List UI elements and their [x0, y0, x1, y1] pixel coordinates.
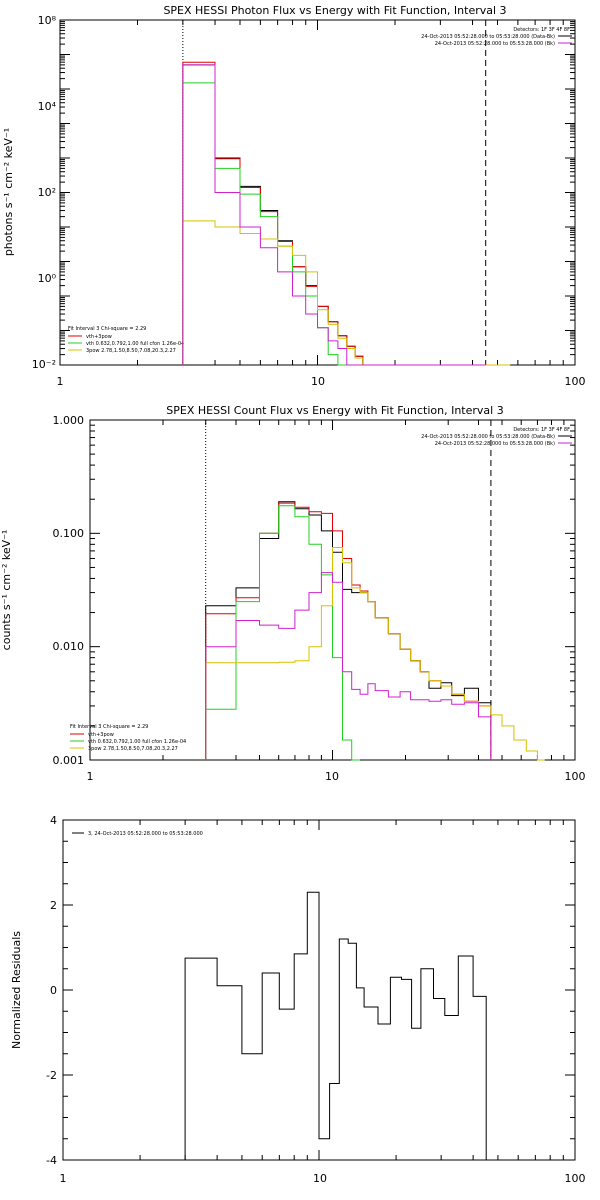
photon-legend-databk: 24-Oct-2013 05:52:28.000 to 05:53:28.000…: [421, 34, 555, 40]
residuals-axis-ticks: [62, 819, 575, 1161]
residuals-xtick-label: 100: [565, 1172, 586, 1185]
count-fit-label: Fit Interval 3 Chi-square = 2.29: [70, 724, 148, 730]
residuals-ylabel: Normalized Residuals: [10, 931, 23, 1049]
series-yellow-line: [182, 220, 511, 366]
photon-panel-title: SPEX HESSI Photon Flux vs Energy with Fi…: [163, 4, 506, 17]
count-detectors-label: Detectors: 1F 3F 4F 8F: [513, 427, 570, 433]
photon-xtick-label: 1: [57, 375, 64, 388]
series-black-line: [182, 64, 486, 366]
count-panel-title: SPEX HESSI Count Flux vs Energy with Fit…: [166, 404, 503, 417]
count-ylabel: counts s⁻¹ cm⁻² keV⁻¹: [0, 530, 13, 651]
residuals-legend: 3, 24-Oct-2013 05:52:28.000 to 05:53:28.…: [88, 831, 203, 837]
series-green-line: [205, 505, 361, 761]
count-ytick-label: 0.010: [53, 640, 85, 653]
count-xtick-label: 10: [325, 770, 339, 783]
residuals-ytick-label: 0: [50, 984, 57, 997]
photon-legend-3pow: 3pow 2.78,1.50,8.50,7.08,20.3,2.27: [86, 348, 176, 354]
count-xtick-label: 100: [565, 770, 586, 783]
count-legend-databk: 24-Oct-2013 05:52:28.000 to 05:53:28.000…: [421, 434, 555, 440]
series-red-line: [205, 502, 492, 760]
photon-ylabel: photons s⁻¹ cm⁻² keV⁻¹: [2, 128, 15, 256]
count-legend-bk: 24-Oct-2013 05:52:28.000 to 05:53:28.000…: [435, 441, 555, 447]
photon-xtick-label: 10: [311, 375, 325, 388]
count-legend-vth: vth 0.632,0.792,1.00 full cfon 1.26e-04: [88, 739, 186, 745]
count-ytick-label: 0.100: [53, 527, 85, 540]
count-legend-total: vth+3pow: [88, 732, 114, 738]
count-xtick-label: 1: [87, 770, 94, 783]
count-axis-ticks: [89, 419, 575, 761]
series-magenta-line: [205, 572, 492, 760]
series-black-line: [184, 891, 487, 1160]
residuals-xtick-label: 1: [60, 1172, 67, 1185]
photon-ytick-label: 10⁰: [38, 272, 57, 285]
photon-ytick-label: 10⁴: [38, 100, 57, 113]
photon-flux-panel: SPEX HESSI Photon Flux vs Energy with Fi…: [2, 4, 586, 388]
residuals-ytick-label: 4: [50, 814, 57, 827]
residuals-ytick-label: -4: [46, 1154, 57, 1167]
residuals-ytick-label: 2: [50, 899, 57, 912]
photon-axis-ticks: [59, 19, 575, 366]
count-flux-panel: SPEX HESSI Count Flux vs Energy with Fit…: [0, 404, 586, 783]
series-black-line: [205, 501, 492, 760]
photon-legend-total: vth+3pow: [86, 334, 112, 340]
count-ytick-label: 1.000: [53, 414, 85, 427]
residuals-ytick-label: -2: [46, 1069, 57, 1082]
count-ytick-label: 0.001: [53, 754, 85, 767]
photon-fit-label: Fit Interval 3 Chi-square = 2.29: [68, 326, 146, 332]
series-red-line: [182, 61, 486, 366]
photon-ytick-label: 10²: [38, 186, 56, 199]
series-yellow-line: [205, 547, 545, 761]
series-magenta-line: [182, 64, 486, 366]
count-legend-3pow: 3pow 2.78,1.50,8.50,7.08,20.3,2.27: [88, 746, 178, 752]
residuals-panel: 4 2 0 -2 -4 1 10 100 Normalized Residual…: [10, 814, 586, 1185]
photon-legend-bk: 24-Oct-2013 05:52:28.000 to 05:53:28.000…: [435, 41, 555, 47]
photon-ytick-label: 10⁻²: [32, 358, 56, 371]
chart-marks: [182, 20, 545, 1160]
photon-detectors-label: Detectors: 1F 3F 4F 8F: [513, 27, 570, 33]
photon-legend-vth: vth 0.632,0.792,1.00 full cfon 1.26e-04: [86, 341, 184, 347]
photon-ytick-label: 10⁸: [38, 14, 57, 27]
photon-xtick-label: 100: [565, 375, 586, 388]
residuals-xtick-label: 10: [313, 1172, 327, 1185]
series-green-line: [182, 82, 347, 366]
